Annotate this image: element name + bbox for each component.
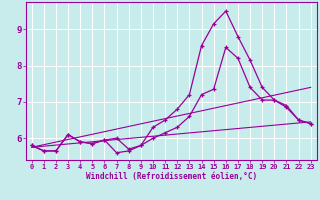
X-axis label: Windchill (Refroidissement éolien,°C): Windchill (Refroidissement éolien,°C) [86,172,257,181]
